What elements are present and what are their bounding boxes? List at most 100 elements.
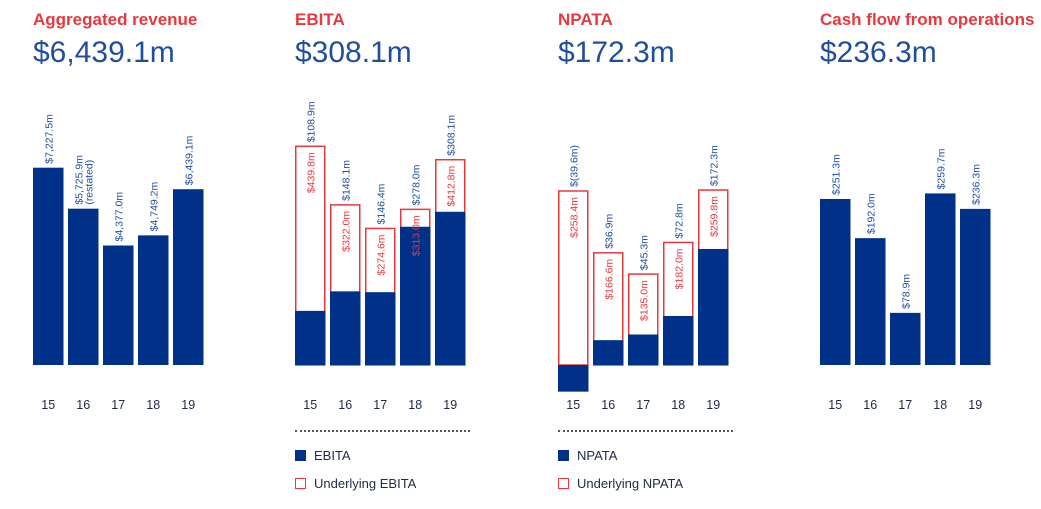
data-label-underlying: $313.0m: [410, 215, 422, 256]
legend-label: Underlying NPATA: [577, 475, 684, 491]
bar: [138, 235, 169, 365]
panel-npata: NPATA $172.3m NPATA Underlying NPATA: [558, 0, 758, 509]
bar: [890, 312, 921, 365]
data-label-underlying: $412.8m: [445, 165, 457, 206]
legend-swatch-outline: [295, 477, 306, 489]
data-label: $236.3m: [970, 164, 982, 205]
data-label-underlying: $166.6m: [603, 259, 615, 300]
data-label: $(39.6m): [568, 145, 580, 187]
tick-label: 15: [566, 398, 580, 412]
panel-value: $236.3m: [820, 36, 937, 69]
bar: [33, 167, 64, 365]
data-label: $108.9m: [305, 101, 317, 142]
tick-label: 18: [933, 398, 947, 412]
panel-value: $172.3m: [558, 36, 675, 69]
panel-value: $308.1m: [295, 36, 412, 69]
data-label-underlying: $322.0m: [340, 211, 352, 252]
tick-label: 19: [706, 398, 720, 412]
bar: [820, 198, 851, 365]
bar: [925, 193, 956, 365]
data-label-underlying: $258.4m: [568, 197, 580, 238]
data-label: $45.3m: [638, 235, 650, 270]
filled-bar: [663, 315, 694, 365]
legend-item-npata: NPATA: [558, 444, 738, 466]
filled-bar: [295, 310, 326, 365]
tick-label: 19: [443, 398, 457, 412]
tick-label: 15: [828, 398, 842, 412]
legend-ebita: EBITA Underlying EBITA: [295, 430, 475, 500]
filled-bar: [435, 211, 466, 365]
filled-bar: [698, 248, 729, 365]
tick-label: 16: [863, 398, 877, 412]
tick-label: 18: [671, 398, 685, 412]
tick-label: 16: [338, 398, 352, 412]
tick-label: 18: [146, 398, 160, 412]
tick-label: 17: [111, 398, 125, 412]
tick-label: 19: [968, 398, 982, 412]
data-label: $146.4m: [375, 183, 387, 224]
legend-swatch-filled: [558, 449, 569, 461]
filled-bar: [628, 334, 659, 365]
filled-bar: [558, 365, 589, 392]
legend-label: NPATA: [577, 447, 618, 463]
legend-npata: NPATA Underlying NPATA: [558, 430, 738, 500]
panel-ebita: EBITA $308.1m EBITA Underlying EBITA: [295, 0, 495, 509]
tick-label: 15: [303, 398, 317, 412]
data-label: $308.1m: [445, 115, 457, 156]
bar: [173, 189, 204, 365]
panel-aggregated-revenue: Aggregated revenue $6,439.1m: [33, 0, 233, 509]
tick-label: 16: [601, 398, 615, 412]
filled-bar: [330, 291, 361, 365]
data-label: $5,725.9m: [73, 155, 85, 205]
data-label: $6,439.1m: [183, 135, 195, 185]
legend-swatch-filled: [295, 449, 306, 461]
tick-label: 19: [181, 398, 195, 412]
panel-title: EBITA: [295, 10, 345, 29]
data-label: $4,377.0m: [113, 192, 125, 242]
bar: [103, 245, 134, 365]
filled-bar: [400, 226, 431, 365]
legend-item-ebita: EBITA: [295, 444, 475, 466]
legend-item-underlying-ebita: Underlying EBITA: [295, 472, 475, 494]
data-label: $78.9m: [900, 274, 912, 309]
legend-label: Underlying EBITA: [314, 475, 417, 491]
data-label-underlying: $274.6m: [375, 234, 387, 275]
data-label-underlying: $182.0m: [673, 248, 685, 289]
data-label: $72.8m: [673, 203, 685, 238]
data-label: $7,227.5m: [43, 114, 55, 164]
panel-value: $6,439.1m: [33, 36, 175, 69]
data-label: $259.7m: [935, 148, 947, 189]
data-label: $148.1m: [340, 160, 352, 201]
data-label: $251.3m: [830, 154, 842, 195]
data-label: $4,749.2m: [148, 181, 160, 231]
data-label-note: (restated): [83, 160, 95, 205]
bar: [855, 238, 886, 365]
tick-label: 15: [41, 398, 55, 412]
tick-label: 18: [408, 398, 422, 412]
data-label: $192.0m: [865, 193, 877, 234]
data-label-underlying: $135.0m: [638, 280, 650, 321]
legend-swatch-outline: [558, 477, 569, 489]
panel-title: Cash flow from operations: [820, 10, 1035, 29]
data-label: $278.0m: [410, 164, 422, 205]
filled-bar: [593, 340, 624, 365]
legend-divider: [558, 430, 733, 432]
tick-label: 17: [636, 398, 650, 412]
legend-divider: [295, 430, 470, 432]
data-label: $172.3m: [708, 145, 720, 186]
tick-label: 17: [898, 398, 912, 412]
panel-title: NPATA: [558, 10, 613, 29]
bar: [960, 208, 991, 365]
filled-bar: [365, 292, 396, 365]
data-label-underlying: $439.8m: [305, 152, 317, 193]
panel-title: Aggregated revenue: [33, 10, 198, 29]
tick-label: 16: [76, 398, 90, 412]
panel-cash-flow: Cash flow from operations $236.3m: [820, 0, 1035, 509]
legend-label: EBITA: [314, 447, 351, 463]
bar: [68, 208, 99, 365]
legend-item-underlying-npata: Underlying NPATA: [558, 472, 738, 494]
data-label-underlying: $259.8m: [708, 196, 720, 237]
data-label: $36.9m: [603, 214, 615, 249]
tick-label: 17: [373, 398, 387, 412]
